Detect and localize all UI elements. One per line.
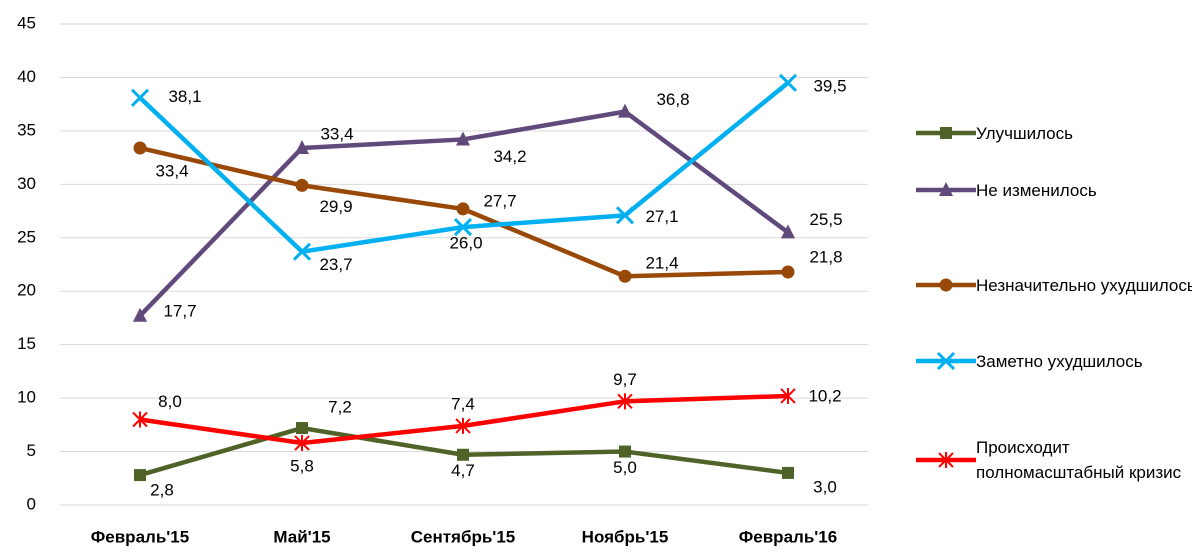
data-label: 34,2 [493,147,526,166]
y-tick-label: 45 [17,13,36,32]
y-tick-label: 35 [17,120,36,139]
legend-marker [936,351,956,371]
y-tick-label: 40 [17,67,36,86]
data-label: 27,1 [645,207,678,226]
marker [782,466,794,479]
marker [781,224,795,239]
marker [617,393,633,410]
marker [134,469,146,482]
data-label: 36,8 [656,90,689,109]
legend-item: Незначительно ухудшилось [916,273,1192,298]
marker [618,103,632,118]
marker [619,445,631,458]
data-label: 38,1 [168,87,201,106]
legend-marker [939,278,953,292]
y-tick-label: 30 [17,174,36,193]
marker [456,131,470,146]
data-label: 7,4 [451,394,475,413]
legend-label: Заметно ухудшилось [976,351,1143,371]
legend-swatch [916,452,976,468]
legend-item: Улучшилось [916,121,1192,146]
data-label: 39,5 [813,76,846,95]
marker [457,448,469,461]
marker [615,206,635,225]
data-label: 33,4 [155,161,188,180]
marker [132,411,148,428]
legend-label: Не изменилось [976,180,1097,200]
x-tick-label: Май'15 [273,527,330,546]
data-label: 29,9 [319,197,352,216]
marker [618,269,632,283]
x-tick-label: Февраль'16 [739,527,837,546]
marker [455,417,471,434]
marker [453,218,473,237]
legend-label: Незначительно ухудшилось [976,275,1192,295]
legend-swatch [916,351,976,371]
legend-swatch [916,127,976,139]
legend-label: Улучшилось [976,123,1073,143]
legend-item: Заметно ухудшилось [916,349,1192,374]
data-label: 23,7 [319,255,352,274]
marker [294,435,310,452]
data-label: 26,0 [449,234,482,253]
y-tick-label: 10 [17,388,36,407]
data-label: 3,0 [813,477,837,496]
y-tick-label: 15 [17,334,36,353]
legend-marker [940,127,952,139]
data-label: 2,8 [150,481,174,500]
y-tick-label: 0 [27,494,36,513]
data-label: 5,0 [613,458,637,477]
marker [780,387,796,404]
marker [295,178,309,192]
legend-item: Происходит полномасштабный кризис [916,435,1192,485]
legend-marker [939,182,953,196]
data-label: 4,7 [451,461,475,480]
data-label: 27,7 [483,191,516,210]
data-label: 21,8 [809,247,842,266]
y-tick-label: 20 [17,281,36,300]
marker [781,265,795,279]
data-label: 25,5 [809,210,842,229]
data-label: 8,0 [158,392,182,411]
marker [456,202,470,216]
legend-marker [938,452,954,468]
y-tick-label: 25 [17,227,36,246]
data-label: 9,7 [613,370,637,389]
legend-swatch [916,182,976,196]
y-tick-label: 5 [27,441,36,460]
data-label: 7,2 [328,398,352,417]
legend-swatch [916,278,976,292]
x-tick-label: Сентябрь'15 [411,527,516,546]
data-label: 5,8 [290,456,314,475]
data-label: 10,2 [808,386,841,405]
marker [130,88,150,107]
legend-label: Происходит полномасштабный кризис [976,438,1182,482]
marker [133,141,147,155]
data-label: 21,4 [645,254,678,273]
marker [133,307,147,322]
marker [778,73,798,92]
data-label: 17,7 [163,301,196,320]
marker [295,139,309,154]
x-tick-label: Февраль'15 [91,527,189,546]
legend-item: Не изменилось [916,178,1192,203]
marker [292,242,312,261]
data-label: 33,4 [320,124,353,143]
x-tick-label: Ноябрь'15 [582,527,669,546]
marker [296,422,308,435]
